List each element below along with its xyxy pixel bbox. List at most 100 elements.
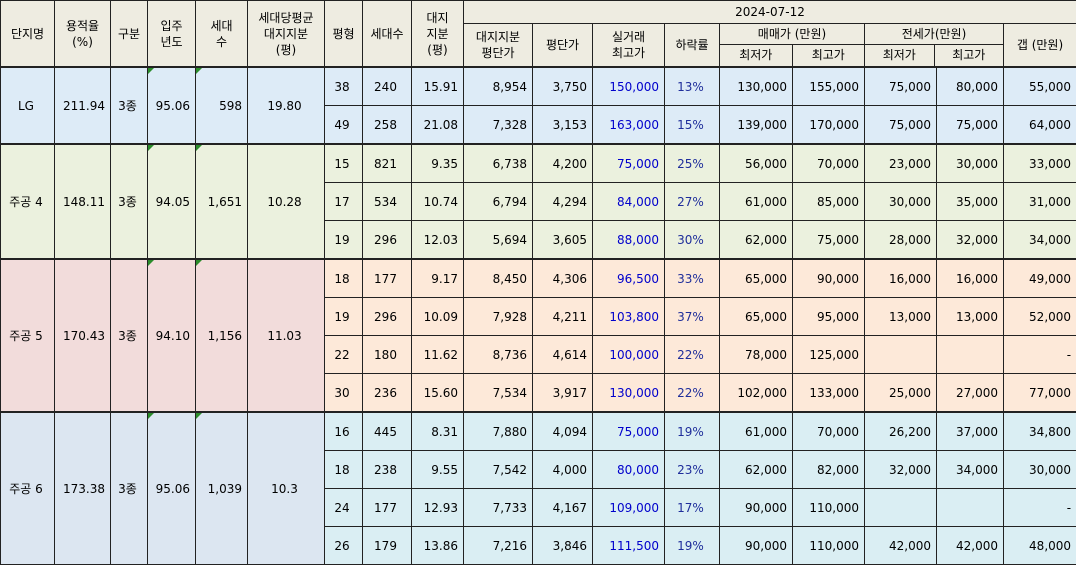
gap-value: - — [1004, 489, 1076, 527]
jeonse-max: 34,000 — [937, 451, 1004, 489]
gap-value: 34,000 — [1004, 221, 1076, 260]
land-share-price: 8,954 — [464, 67, 533, 106]
pyeong-price: 4,167 — [533, 489, 593, 527]
sale-max: 70,000 — [793, 412, 865, 451]
real-trade-max: 96,500 — [593, 259, 665, 298]
drop-rate: 25% — [665, 144, 720, 183]
header-gap: 갭 (만원) — [1004, 24, 1076, 68]
sale-min: 62,000 — [720, 221, 793, 260]
household-count: 258 — [363, 106, 412, 145]
jeonse-min: 30,000 — [865, 183, 937, 221]
gap-value: 77,000 — [1004, 374, 1076, 413]
jeonse-min — [865, 336, 937, 374]
gap-value: 31,000 — [1004, 183, 1076, 221]
real-trade-max: 163,000 — [593, 106, 665, 145]
jeonse-min: 23,000 — [865, 144, 937, 183]
household-count: 177 — [363, 259, 412, 298]
real-trade-max: 75,000 — [593, 144, 665, 183]
header-jeonse-max: 최고가 — [935, 45, 1004, 66]
drop-rate: 33% — [665, 259, 720, 298]
sale-min: 90,000 — [720, 489, 793, 527]
unit-count: 1,651 — [196, 144, 248, 259]
household-count: 236 — [363, 374, 412, 413]
jeonse-min: 26,200 — [865, 412, 937, 451]
drop-rate: 15% — [665, 106, 720, 145]
sale-max: 133,000 — [793, 374, 865, 413]
household-count: 179 — [363, 527, 412, 565]
sale-min: 139,000 — [720, 106, 793, 145]
complex-name: 주공 6 — [1, 412, 55, 565]
land-share-price: 6,738 — [464, 144, 533, 183]
land-share: 9.17 — [412, 259, 464, 298]
real-trade-max: 75,000 — [593, 412, 665, 451]
jeonse-min: 42,000 — [865, 527, 937, 565]
gap-value: 48,000 — [1004, 527, 1076, 565]
household-count: 821 — [363, 144, 412, 183]
jeonse-min: 75,000 — [865, 106, 937, 145]
header-danji: 단지명 — [1, 1, 55, 68]
drop-rate: 19% — [665, 527, 720, 565]
household-count: 240 — [363, 67, 412, 106]
avg-land-share: 10.3 — [248, 412, 325, 565]
household-count: 296 — [363, 298, 412, 336]
household-count: 177 — [363, 489, 412, 527]
household-count: 180 — [363, 336, 412, 374]
land-share-price: 7,534 — [464, 374, 533, 413]
pyeong-size: 24 — [325, 489, 363, 527]
sale-max: 70,000 — [793, 144, 865, 183]
land-share: 15.91 — [412, 67, 464, 106]
header-pyeong-price: 평단가 — [533, 24, 593, 68]
unit-count: 598 — [196, 67, 248, 144]
pyeong-price: 4,614 — [533, 336, 593, 374]
sale-min: 65,000 — [720, 298, 793, 336]
land-share-price: 7,542 — [464, 451, 533, 489]
real-trade-max: 100,000 — [593, 336, 665, 374]
complex-name: 주공 4 — [1, 144, 55, 259]
sale-min: 62,000 — [720, 451, 793, 489]
drop-rate: 30% — [665, 221, 720, 260]
gap-value: 49,000 — [1004, 259, 1076, 298]
land-share: 12.03 — [412, 221, 464, 260]
header-sedaesu: 세대수 — [363, 1, 412, 68]
real-trade-max: 84,000 — [593, 183, 665, 221]
header-drop: 하락률 — [665, 24, 720, 68]
jeonse-max: 42,000 — [937, 527, 1004, 565]
floor-area-ratio: 173.38 — [55, 412, 111, 565]
move-in-year: 95.06 — [148, 412, 196, 565]
header-maemae: 매매가 (만원) 최저가 최고가 — [720, 24, 865, 68]
header-pyeong: 평형 — [325, 1, 363, 68]
floor-area-ratio: 148.11 — [55, 144, 111, 259]
pyeong-size: 16 — [325, 412, 363, 451]
real-trade-max: 80,000 — [593, 451, 665, 489]
jeonse-min: 32,000 — [865, 451, 937, 489]
drop-rate: 37% — [665, 298, 720, 336]
pyeong-price: 4,094 — [533, 412, 593, 451]
sale-max: 155,000 — [793, 67, 865, 106]
land-share: 10.09 — [412, 298, 464, 336]
sale-min: 61,000 — [720, 412, 793, 451]
jeonse-max: 30,000 — [937, 144, 1004, 183]
sale-max: 95,000 — [793, 298, 865, 336]
drop-rate: 23% — [665, 451, 720, 489]
land-share-price: 5,694 — [464, 221, 533, 260]
sale-min: 102,000 — [720, 374, 793, 413]
gap-value: 33,000 — [1004, 144, 1076, 183]
gap-value: 34,800 — [1004, 412, 1076, 451]
drop-rate: 17% — [665, 489, 720, 527]
pyeong-price: 3,917 — [533, 374, 593, 413]
sale-max: 85,000 — [793, 183, 865, 221]
drop-rate: 22% — [665, 374, 720, 413]
jeonse-max: 75,000 — [937, 106, 1004, 145]
household-count: 445 — [363, 412, 412, 451]
land-share: 9.35 — [412, 144, 464, 183]
land-share-price: 8,450 — [464, 259, 533, 298]
land-share-price: 7,880 — [464, 412, 533, 451]
